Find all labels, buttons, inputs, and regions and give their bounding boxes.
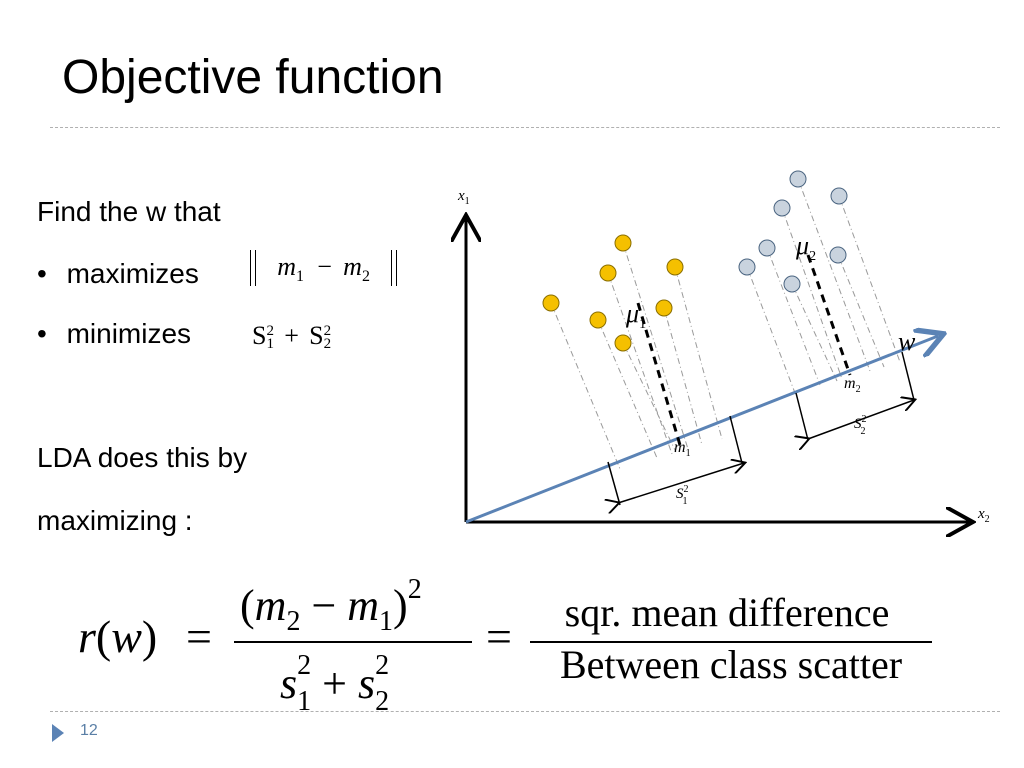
formula-rhs-denominator: Between class scatter — [560, 642, 902, 687]
w-label: w — [898, 327, 916, 356]
minus-sign: − — [317, 251, 332, 281]
formula-equals-2: = — [486, 611, 512, 662]
s2-squared-label: S2 2 — [854, 414, 867, 437]
class2-point — [829, 246, 847, 264]
slide-title: Objective function — [62, 51, 444, 104]
mu2-projection — [806, 254, 852, 376]
class2-point — [738, 258, 756, 276]
m2-symbol: m2 — [343, 251, 370, 286]
slide-marker-icon — [52, 724, 64, 742]
class2-point — [758, 239, 776, 257]
w-projection-line — [465, 336, 938, 524]
lda-line-1: LDA does this by — [37, 442, 248, 473]
x2-axis-label: x2 — [977, 506, 990, 525]
class1-points — [542, 234, 684, 352]
formula-denominator: s12 + s22 — [280, 650, 389, 710]
class1-point — [666, 258, 684, 276]
bullet-maximizes: • maximizes — [37, 258, 199, 290]
class1-projection-lines — [550, 242, 723, 470]
m1-symbol: m1 — [277, 251, 305, 286]
bullet-icon: • — [37, 258, 47, 289]
class2-point — [830, 187, 848, 205]
class2-point — [789, 170, 807, 188]
mu2-label: μ2 — [795, 231, 816, 264]
class1-point — [589, 311, 607, 329]
mu1-projection — [636, 302, 682, 446]
class2-point — [773, 199, 791, 217]
fisher-criterion-formula: r(w) = (m2 − m1)2 s12 + s22 = sqr. mean … — [78, 574, 932, 710]
s1-scatter-bracket — [608, 415, 744, 505]
x1-axis-label: x1 — [457, 188, 470, 207]
class1-point — [542, 294, 560, 312]
s2-scatter-bracket — [796, 351, 914, 440]
title-divider — [50, 127, 1000, 128]
footer-divider — [50, 711, 1000, 712]
formula-rhs-numerator: sqr. mean difference — [565, 590, 890, 635]
bullet-minimizes-label: minimizes — [66, 318, 192, 349]
m1-projected-label: m1 — [674, 439, 691, 459]
bullet-icon: • — [37, 318, 47, 349]
class1-point — [599, 264, 617, 282]
mean-difference-norm: m1 − m2 — [250, 250, 398, 286]
class1-point — [655, 299, 673, 317]
class2-point — [783, 275, 801, 293]
intro-text: Find the w that — [37, 196, 221, 227]
formula-numerator: (m2 − m1)2 — [240, 574, 422, 637]
lda-projection-diagram: x1 x2 w — [440, 170, 990, 540]
class2-points — [738, 170, 848, 293]
lda-line-2: maximizing : — [37, 505, 193, 536]
formula-equals-1: = — [186, 611, 212, 662]
m2-projected-label: m2 — [844, 375, 861, 395]
s1-squared-label: S2 1 — [676, 484, 689, 507]
formula-lhs: r(w) — [78, 611, 157, 662]
page-number: 12 — [80, 722, 98, 739]
bullet-minimizes: • minimizes — [37, 318, 191, 350]
plus-sign: + — [284, 321, 299, 350]
class1-point — [614, 234, 632, 252]
class2-projection-lines — [746, 178, 901, 394]
mu1-label: μ1 — [625, 299, 646, 332]
bullet-maximizes-label: maximizes — [66, 258, 199, 289]
norm-bar-left — [250, 250, 256, 286]
class1-point — [614, 334, 632, 352]
norm-bar-right — [391, 250, 398, 286]
